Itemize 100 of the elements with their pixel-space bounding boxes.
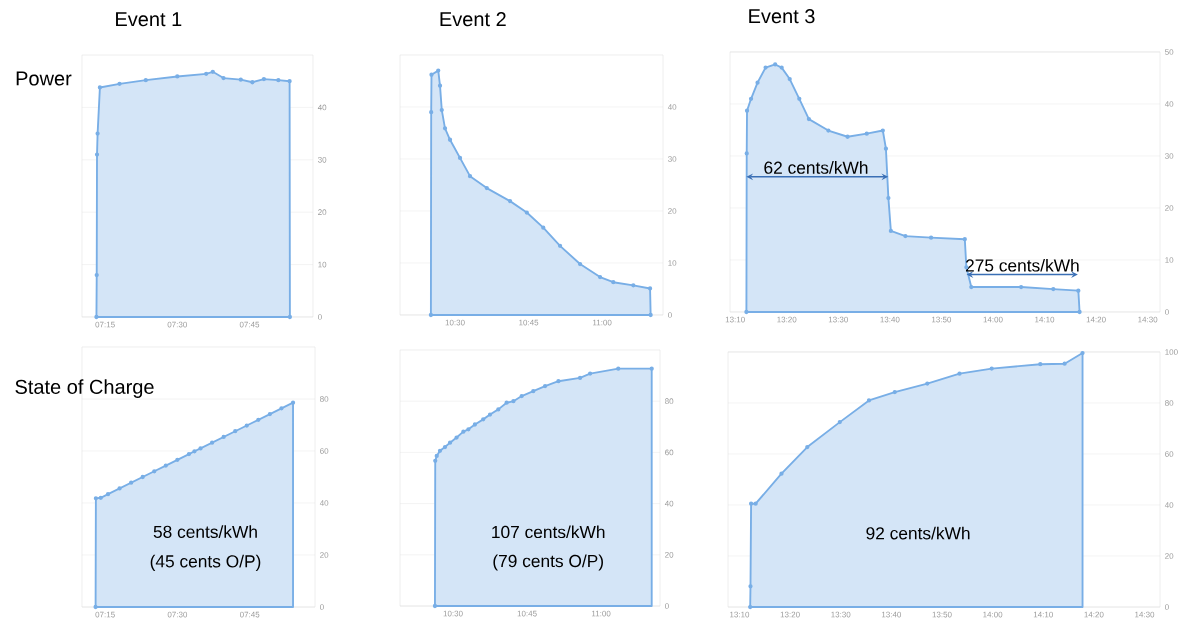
point [787, 76, 792, 82]
point [484, 185, 489, 191]
point [472, 422, 478, 427]
y-tick-label: 100 [1165, 349, 1178, 355]
point [233, 429, 238, 434]
point [261, 76, 267, 82]
x-tick-label: 13:30 [831, 611, 851, 618]
point [888, 228, 894, 234]
point [744, 108, 750, 113]
point [866, 398, 872, 403]
point [587, 371, 593, 376]
point [1080, 350, 1085, 356]
x-tick-label: 13:20 [780, 611, 800, 618]
chart-title: Event 2 [440, 12, 506, 27]
y-tick-label: 10 [1165, 257, 1174, 263]
y-tick-label: 20 [1165, 553, 1174, 559]
x-tick-label: 14:00 [983, 611, 1003, 618]
point [447, 440, 453, 445]
point [969, 284, 974, 290]
y-tick-label: 40 [667, 104, 677, 110]
y-tick-label: 40 [664, 500, 674, 507]
point [763, 65, 768, 70]
y-tick-label: 80 [320, 396, 329, 402]
chart-title: Event 1 [116, 12, 182, 27]
x-tick-label: 11:00 [591, 610, 611, 617]
annotation: 275 cents/kWh [965, 258, 1079, 272]
point [577, 261, 583, 267]
point [864, 131, 869, 136]
point [447, 137, 453, 142]
x-tick-label: 10:30 [445, 319, 465, 326]
x-tick-label: 07:15 [95, 611, 115, 618]
point [186, 451, 192, 457]
point [436, 68, 441, 73]
point [649, 366, 654, 371]
annotation: 92 cents/kWh [866, 526, 970, 540]
point [797, 96, 802, 101]
x-tick-label: 13:20 [777, 316, 797, 323]
point [616, 366, 621, 371]
point [287, 314, 293, 320]
point [487, 412, 493, 417]
point [557, 243, 563, 248]
point [467, 174, 473, 179]
y-tick-label: 60 [1165, 451, 1174, 457]
point [93, 604, 98, 610]
annotation: 107 cents/kWh [492, 525, 605, 539]
y-tick-label: 30 [318, 156, 327, 163]
point [903, 233, 908, 239]
x-tick-label: 07:45 [239, 321, 260, 328]
y-tick-label: 0 [668, 312, 672, 318]
point [542, 383, 548, 389]
point [631, 283, 636, 288]
point [94, 272, 99, 278]
point [461, 429, 466, 434]
point [454, 435, 459, 440]
point [524, 210, 529, 215]
point [429, 110, 434, 115]
point [93, 496, 99, 501]
point [267, 411, 273, 417]
y-tick-label: 10 [668, 260, 677, 266]
point [880, 128, 885, 133]
y-tick-label: 40 [317, 104, 327, 111]
point [504, 400, 509, 405]
y-tick-label: 20 [668, 208, 677, 214]
point [221, 75, 226, 81]
x-tick-label: 13:10 [725, 316, 745, 323]
point [466, 427, 471, 432]
x-tick-label: 13:10 [730, 611, 750, 618]
point [519, 393, 524, 399]
point [883, 146, 889, 151]
point [175, 457, 180, 462]
y-tick-label: 20 [320, 552, 329, 558]
y-tick-label: 30 [668, 156, 677, 162]
y-tick-label: 20 [665, 551, 674, 558]
y-tick-label: 60 [665, 449, 674, 456]
x-tick-label: 07:30 [167, 321, 187, 328]
x-tick-label: 14:30 [1138, 316, 1158, 323]
point [209, 440, 215, 445]
x-tick-label: 13:30 [828, 316, 848, 323]
y-tick-label: 30 [1165, 153, 1174, 159]
point [928, 235, 934, 240]
point [1076, 288, 1081, 293]
point [143, 78, 148, 83]
point [541, 225, 546, 230]
point [287, 79, 292, 84]
point [1038, 362, 1043, 367]
point [198, 446, 203, 451]
annotation: 58 cents/kWh [153, 525, 257, 538]
point [925, 381, 930, 386]
point [433, 458, 438, 463]
x-tick-label: 14:10 [1035, 316, 1055, 323]
x-tick-label: 10:45 [517, 610, 537, 617]
point [276, 78, 281, 83]
point [221, 434, 226, 440]
y-tick-label: 0 [318, 314, 322, 320]
y-tick-label: 20 [1165, 205, 1174, 211]
x-tick-label: 13:40 [880, 316, 900, 323]
point [152, 469, 157, 474]
point [204, 71, 209, 77]
point [457, 155, 463, 161]
point [507, 198, 513, 204]
